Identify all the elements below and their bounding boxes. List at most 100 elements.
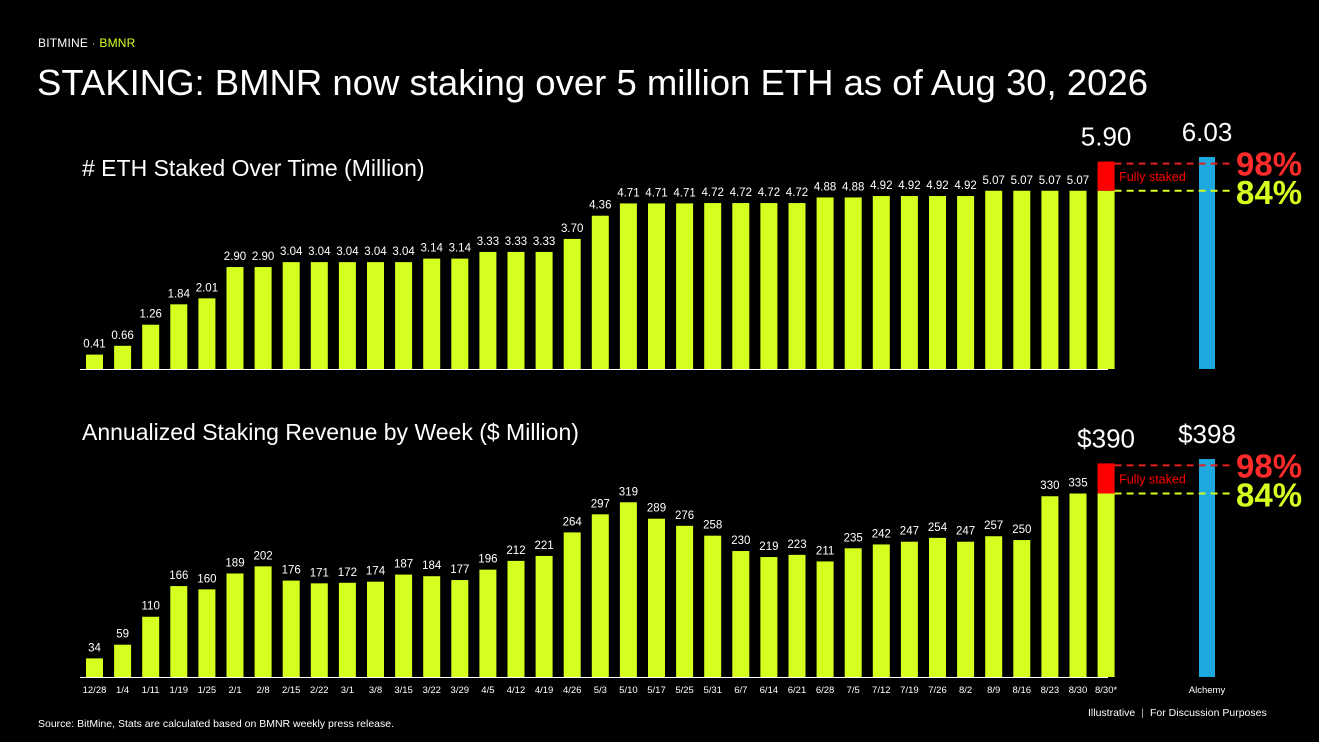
data-label: 254: [928, 522, 948, 534]
data-label: 160: [197, 573, 216, 585]
data-label: 174: [366, 566, 386, 578]
bar: [1013, 540, 1031, 677]
bar: [310, 583, 328, 677]
bar: [479, 569, 497, 677]
bar: [760, 203, 778, 369]
tick-label: 8/30*: [1095, 685, 1117, 696]
data-label: 3.04: [392, 246, 415, 258]
bar: [732, 203, 750, 369]
bar: [170, 586, 188, 677]
data-label: 223: [787, 539, 806, 551]
bar: [1097, 190, 1115, 369]
pct-98-label: 98%: [1236, 146, 1302, 183]
data-label: 3.04: [336, 246, 359, 258]
data-label: 176: [282, 565, 301, 577]
data-label: 4.92: [926, 180, 948, 192]
bar: [535, 555, 553, 677]
bar: [591, 514, 609, 677]
tick-label: 3/8: [369, 685, 382, 696]
pct-84-label: 84%: [1236, 477, 1302, 514]
bar: [1069, 493, 1087, 677]
data-label: 335: [1068, 478, 1087, 490]
data-label: 4.92: [870, 180, 892, 192]
bar: [507, 251, 525, 369]
bar: [816, 197, 834, 369]
data-label: 247: [956, 526, 975, 538]
data-label: 0.66: [111, 330, 133, 342]
data-label: 4.71: [673, 187, 695, 199]
data-label: 3.33: [477, 236, 499, 248]
data-label: 4.72: [730, 187, 752, 199]
bar: [816, 561, 834, 677]
tick-label: 3/15: [394, 685, 413, 696]
data-label: 264: [563, 516, 583, 528]
data-label: 257: [984, 520, 1003, 532]
tick-label: 2/22: [310, 685, 329, 696]
tick-label: 8/9: [987, 685, 1000, 696]
data-label: 297: [591, 498, 610, 510]
bar: [198, 298, 216, 369]
bar: [535, 251, 553, 369]
brand-separator: ·: [91, 36, 96, 50]
data-label: 2.01: [196, 282, 218, 294]
bar: [423, 258, 441, 369]
data-label: 3.04: [280, 246, 303, 258]
bar: [310, 262, 328, 369]
data-label: 177: [450, 564, 469, 576]
data-label: 110: [142, 601, 160, 613]
bar: [1041, 496, 1059, 677]
data-label: 3.04: [308, 246, 331, 258]
bar: [451, 580, 469, 677]
chart-title: # ETH Staked Over Time (Million): [82, 155, 425, 181]
bar: [1013, 190, 1031, 369]
bar: [338, 262, 356, 369]
data-label: 189: [225, 557, 244, 569]
data-label: 4.92: [954, 180, 976, 192]
tick-label: 12/28: [83, 685, 107, 696]
fully-staked-bar: [1097, 161, 1115, 191]
bar: [788, 554, 806, 677]
bar: [619, 203, 637, 369]
bar: [226, 573, 244, 677]
data-label: 289: [647, 503, 666, 515]
bar: [142, 616, 160, 677]
staking-revenue-chart: Annualized Staking Revenue by Week ($ Mi…: [80, 419, 1302, 696]
bar: [142, 324, 160, 369]
data-label: 196: [478, 554, 497, 566]
chart-title: Annualized Staking Revenue by Week ($ Mi…: [82, 419, 579, 445]
tick-label: 7/5: [847, 685, 860, 696]
data-label: 4.71: [617, 187, 639, 199]
bar: [648, 203, 665, 369]
bar: [395, 574, 413, 677]
bar: [732, 551, 750, 677]
bar: [282, 580, 300, 677]
bar: [619, 502, 637, 677]
bar: [1069, 190, 1087, 369]
fully-staked-label: Fully staked: [1119, 170, 1186, 184]
bar: [844, 548, 862, 677]
bar: [957, 196, 975, 369]
alchemy-bar: [1199, 459, 1215, 677]
alchemy-value: 6.03: [1182, 117, 1233, 147]
data-label: 3.14: [449, 243, 472, 255]
data-label: 242: [872, 528, 891, 540]
tick-label: 2/15: [282, 685, 301, 696]
bar: [676, 525, 694, 677]
data-label: 172: [338, 567, 357, 579]
data-label: 4.88: [814, 181, 836, 193]
tick-label: 5/10: [619, 685, 638, 696]
data-label: 4.71: [645, 187, 667, 199]
data-label: 4.36: [589, 200, 611, 212]
tick-label: 4/5: [481, 685, 494, 696]
data-label: 2.90: [252, 251, 274, 263]
bar: [423, 576, 441, 677]
tick-label: 1/4: [116, 685, 129, 696]
alchemy-bar: [1199, 157, 1215, 369]
tick-label: 3/29: [451, 685, 470, 696]
tick-label: 2/8: [256, 685, 269, 696]
bar: [338, 582, 356, 677]
bar: [367, 262, 384, 369]
bar: [760, 557, 778, 677]
data-label: 4.92: [898, 180, 920, 192]
bar: [282, 262, 300, 369]
